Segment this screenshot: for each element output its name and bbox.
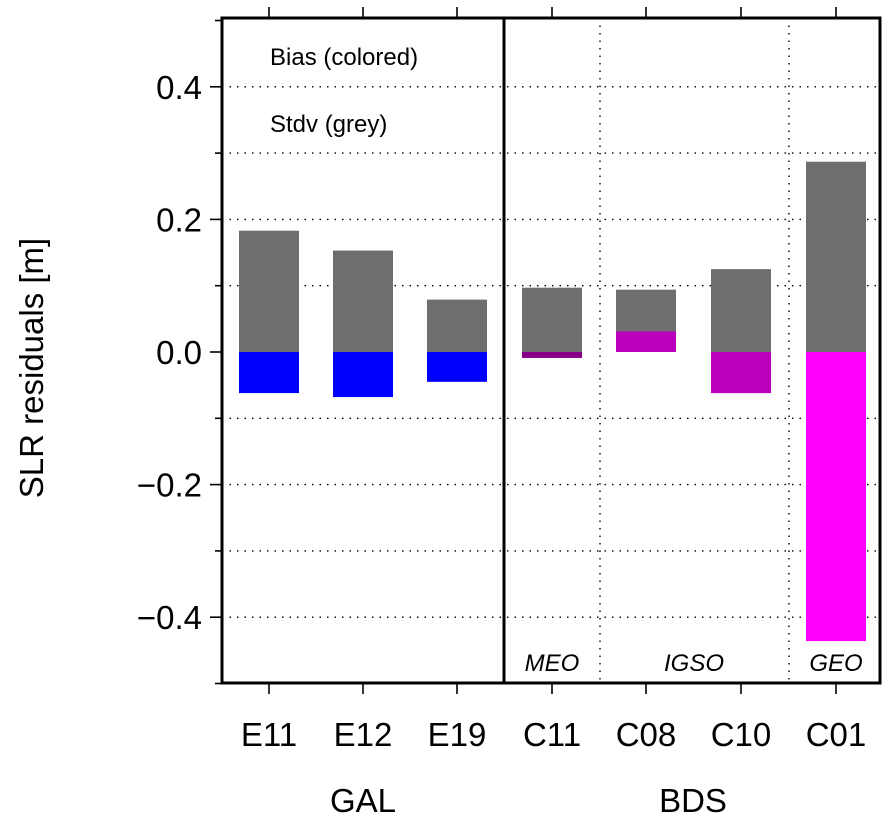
bias-bar-e12 <box>333 352 393 398</box>
bias-bar-e11 <box>239 352 299 394</box>
y-tick-label: 0.4 <box>156 69 202 106</box>
bias-bar-c08 <box>616 331 676 352</box>
labels: 0.4 0.2 0.0 −0.2 −0.4 E11 E12 E19 C11 C08 C10 C01 GA… <box>137 69 866 819</box>
bias-bar-c10 <box>711 352 771 394</box>
y-tick-label: 0.2 <box>156 201 202 238</box>
y-tick-label: −0.2 <box>137 467 202 504</box>
group-label-gal: GAL <box>330 782 396 819</box>
y-tick-label: −0.4 <box>137 599 202 636</box>
bias-bar-c11 <box>522 352 582 358</box>
stdv-bar-c11 <box>522 287 582 352</box>
group-label-bds: BDS <box>659 782 727 819</box>
stdv-bar-e12 <box>333 250 393 352</box>
stdv-bar-e19 <box>427 299 487 352</box>
y-tick-label: 0.0 <box>156 334 202 371</box>
x-tick-label-c01: C01 <box>806 716 867 753</box>
legend-stdv-label: Stdv (grey) <box>270 111 387 138</box>
bars <box>239 161 866 642</box>
axes <box>210 7 882 694</box>
stdv-bar-e11 <box>239 230 299 352</box>
orbit-label-meo: MEO <box>525 650 580 677</box>
orbit-label-geo: GEO <box>809 650 862 677</box>
x-tick-label-e12: E12 <box>334 716 393 753</box>
legend-bias-label: Bias (colored) <box>270 44 418 71</box>
stdv-bar-c01 <box>806 161 866 352</box>
x-tick-label-e11: E11 <box>241 716 297 753</box>
x-tick-label-e19: E19 <box>428 716 487 753</box>
stdv-bar-c10 <box>711 269 771 352</box>
y-axis-label: SLR residuals [m] <box>13 238 50 498</box>
bias-bar-e19 <box>427 352 487 382</box>
plot-frame <box>220 16 882 685</box>
x-tick-label-c10: C10 <box>711 716 772 753</box>
orbit-label-igso: IGSO <box>664 650 724 677</box>
bias-bar-c01 <box>806 352 866 642</box>
x-tick-label-c08: C08 <box>616 716 677 753</box>
x-tick-label-c11: C11 <box>523 716 581 753</box>
